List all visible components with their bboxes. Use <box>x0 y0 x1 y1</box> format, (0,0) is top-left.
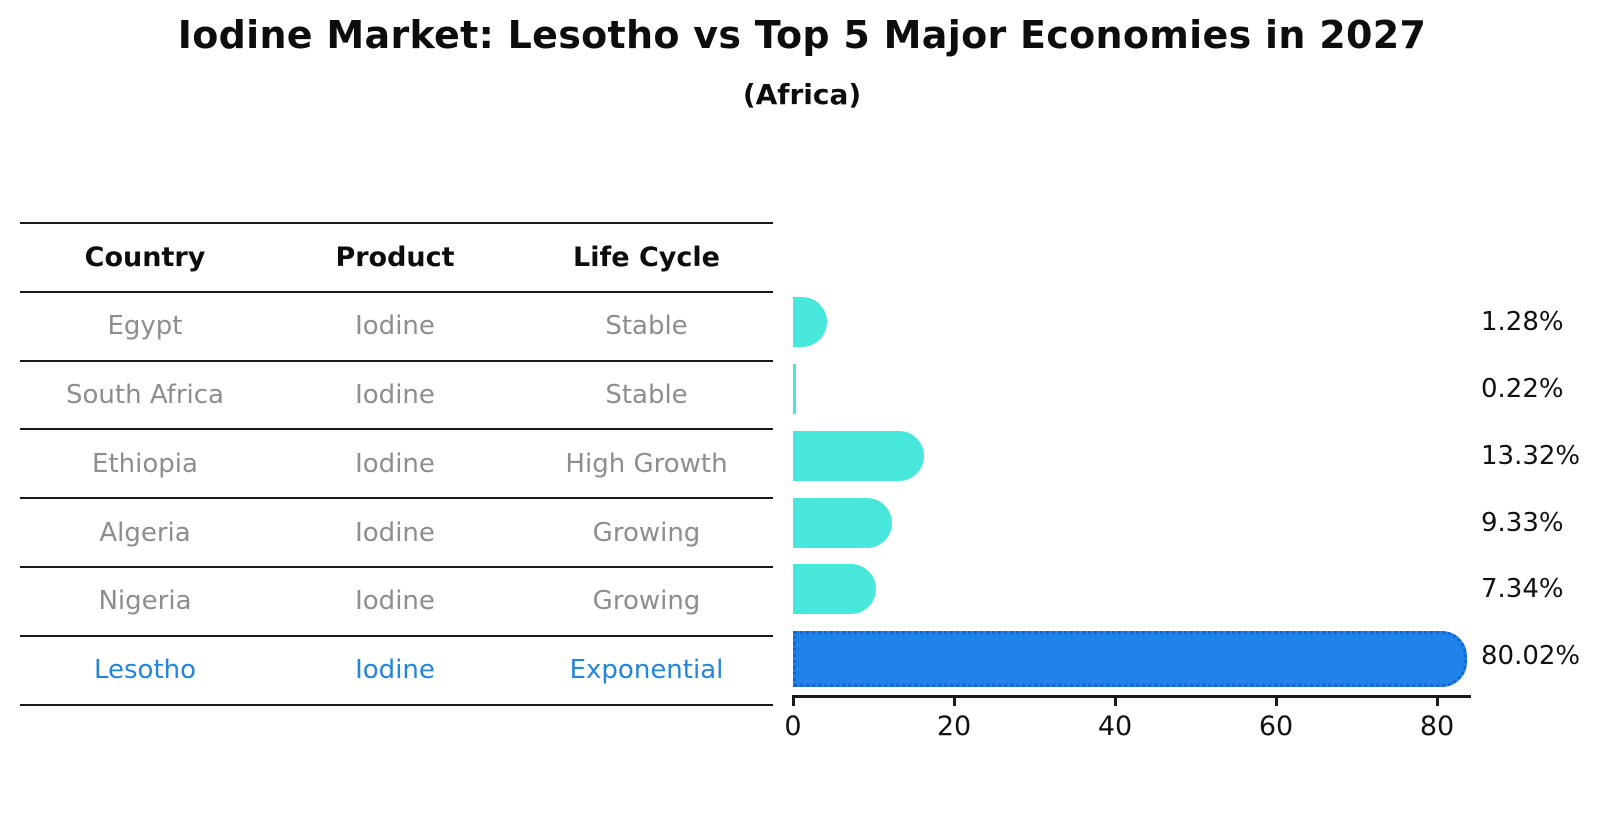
cell-country: Ethiopia <box>92 448 198 479</box>
table-row-nigeria: Nigeria Iodine Growing <box>20 565 773 635</box>
x-axis-tick-label: 60 <box>1258 711 1294 742</box>
cell-product: Iodine <box>355 448 435 479</box>
cell-country: Nigeria <box>98 586 192 617</box>
cell-life-cycle: Exponential <box>569 655 724 686</box>
value-label: 7.34% <box>1481 574 1564 605</box>
cell-life-cycle: Stable <box>605 379 688 410</box>
x-axis-tick-label: 20 <box>936 711 972 742</box>
x-axis-tick <box>953 695 956 706</box>
chart-title: Iodine Market: Lesotho vs Top 5 Major Ec… <box>177 13 1427 57</box>
bar-algeria <box>793 497 893 548</box>
x-axis-tick-label: 0 <box>784 711 802 742</box>
cell-life-cycle: Stable <box>605 311 688 342</box>
bar-ethiopia <box>793 430 925 481</box>
x-axis-tick-label: 40 <box>1097 711 1133 742</box>
chart-subtitle: (Africa) <box>742 78 862 111</box>
cell-product: Iodine <box>355 655 435 686</box>
x-axis-spine <box>792 695 1471 698</box>
x-axis-tick-label: 80 <box>1419 711 1455 742</box>
table-header-row: Country Product Life Cycle <box>20 222 773 291</box>
country-table: Country Product Life Cycle Egypt Iodine Stabl… <box>20 222 773 706</box>
cell-country: Egypt <box>107 311 183 342</box>
cell-life-cycle: Growing <box>592 517 701 548</box>
value-label: 0.22% <box>1481 374 1564 404</box>
bar-south-africa <box>793 364 796 414</box>
table-row-lesotho: Lesotho Iodine Exponential <box>20 634 773 704</box>
x-axis-tick <box>1275 695 1278 706</box>
cell-country: South Africa <box>66 379 224 410</box>
value-label: 9.33% <box>1481 507 1564 538</box>
bar-nigeria <box>793 564 877 615</box>
cell-country: Lesotho <box>93 655 197 686</box>
value-label: 80.02% <box>1481 641 1581 672</box>
value-label: 1.28% <box>1481 307 1564 338</box>
column-header: Product <box>335 241 455 273</box>
value-label: 13.32% <box>1481 440 1581 471</box>
cell-life-cycle: High Growth <box>565 448 728 479</box>
cell-country: Algeria <box>99 517 191 548</box>
table-row-south-africa: South Africa Iodine Stable <box>20 359 773 429</box>
column-header: Life Cycle <box>573 241 720 273</box>
x-axis-tick <box>792 695 795 706</box>
x-axis-tick <box>1436 695 1439 706</box>
cell-product: Iodine <box>355 586 435 617</box>
cell-product: Iodine <box>355 517 435 548</box>
cell-life-cycle: Growing <box>592 586 701 617</box>
bar-egypt <box>793 297 828 348</box>
bar-lesotho <box>793 631 1468 688</box>
cell-product: Iodine <box>355 311 435 342</box>
x-axis-tick <box>1114 695 1117 706</box>
table-row-egypt: Egypt Iodine Stable <box>20 290 773 360</box>
cell-product: Iodine <box>355 379 435 410</box>
table-row-algeria: Algeria Iodine Growing <box>20 497 773 566</box>
table-row-ethiopia: Ethiopia Iodine High Growth <box>20 428 773 497</box>
column-header: Country <box>84 241 206 273</box>
